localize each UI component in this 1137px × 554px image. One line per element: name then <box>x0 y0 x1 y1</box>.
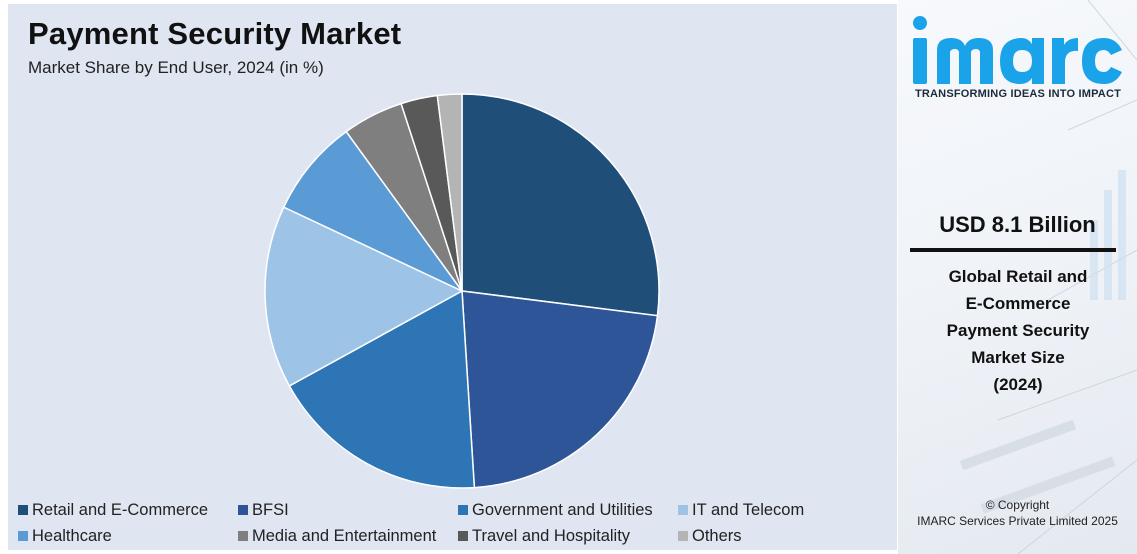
pie-slice-government-and-utilities <box>288 289 476 489</box>
pie-slice-others <box>436 93 463 292</box>
pie-slice-bfsi <box>461 290 659 489</box>
background-graph-decoration <box>959 0 1137 554</box>
chart-panel: Payment Security Market Market Share by … <box>8 4 897 550</box>
legend-swatch <box>238 531 248 541</box>
pie-slice-healthcare <box>282 130 463 292</box>
legend-label: Others <box>692 526 742 545</box>
pie-slice-it-and-telecom <box>264 206 464 387</box>
legend-item: Travel and Hospitality <box>458 526 678 546</box>
legend-label: BFSI <box>252 500 289 519</box>
legend-item: Government and Utilities <box>458 500 678 520</box>
legend-label: Retail and E-Commerce <box>32 500 209 519</box>
sidebar: TRANSFORMING IDEAS INTO IMPACT USD 8.1 B… <box>898 0 1137 554</box>
legend-label: Government and Utilities <box>472 500 653 519</box>
divider <box>910 248 1116 252</box>
legend-swatch <box>458 505 468 515</box>
brand-tagline: TRANSFORMING IDEAS INTO IMPACT <box>914 88 1122 100</box>
copyright: © Copyright IMARC Services Private Limit… <box>898 497 1137 529</box>
legend-item: Others <box>678 526 878 546</box>
market-value: USD 8.1 Billion <box>939 212 1096 237</box>
legend-item: Media and Entertainment <box>238 526 458 546</box>
legend-item: Healthcare <box>18 526 238 546</box>
market-desc-line: Payment Security <box>946 321 1090 340</box>
legend-item: Retail and E-Commerce <box>18 500 238 520</box>
legend-label: Travel and Hospitality <box>472 526 631 545</box>
market-desc-line: E-Commerce <box>965 294 1071 313</box>
pie-slice-retail-and-e-commerce <box>461 93 660 317</box>
market-description: Global Retail and E-Commerce Payment Sec… <box>918 263 1118 398</box>
market-desc-line: Global Retail and <box>948 267 1088 286</box>
copyright-line: © Copyright <box>985 498 1050 512</box>
pie-chart <box>264 93 660 489</box>
legend-swatch <box>678 531 688 541</box>
legend-swatch <box>458 531 468 541</box>
imarc-logo-icon <box>913 16 1122 84</box>
legend-label: IT and Telecom <box>692 500 805 519</box>
legend-label: Media and Entertainment <box>252 526 437 545</box>
chart-legend: Retail and E-Commerce BFSI Government and … <box>18 500 888 546</box>
chart-subtitle: Market Share by End User, 2024 (in %) <box>28 58 324 77</box>
legend-item: BFSI <box>238 500 458 520</box>
market-desc-line: Market Size <box>971 348 1065 367</box>
copyright-line: IMARC Services Private Limited 2025 <box>917 514 1118 528</box>
legend-label: Healthcare <box>32 526 112 545</box>
brand-logo: TRANSFORMING IDEAS INTO IMPACT <box>908 10 1128 100</box>
legend-item: IT and Telecom <box>678 500 878 520</box>
legend-swatch <box>18 531 28 541</box>
legend-swatch <box>18 505 28 515</box>
legend-swatch <box>238 505 248 515</box>
chart-title: Payment Security Market <box>28 16 402 51</box>
market-desc-line: (2024) <box>993 375 1043 394</box>
legend-swatch <box>678 505 688 515</box>
